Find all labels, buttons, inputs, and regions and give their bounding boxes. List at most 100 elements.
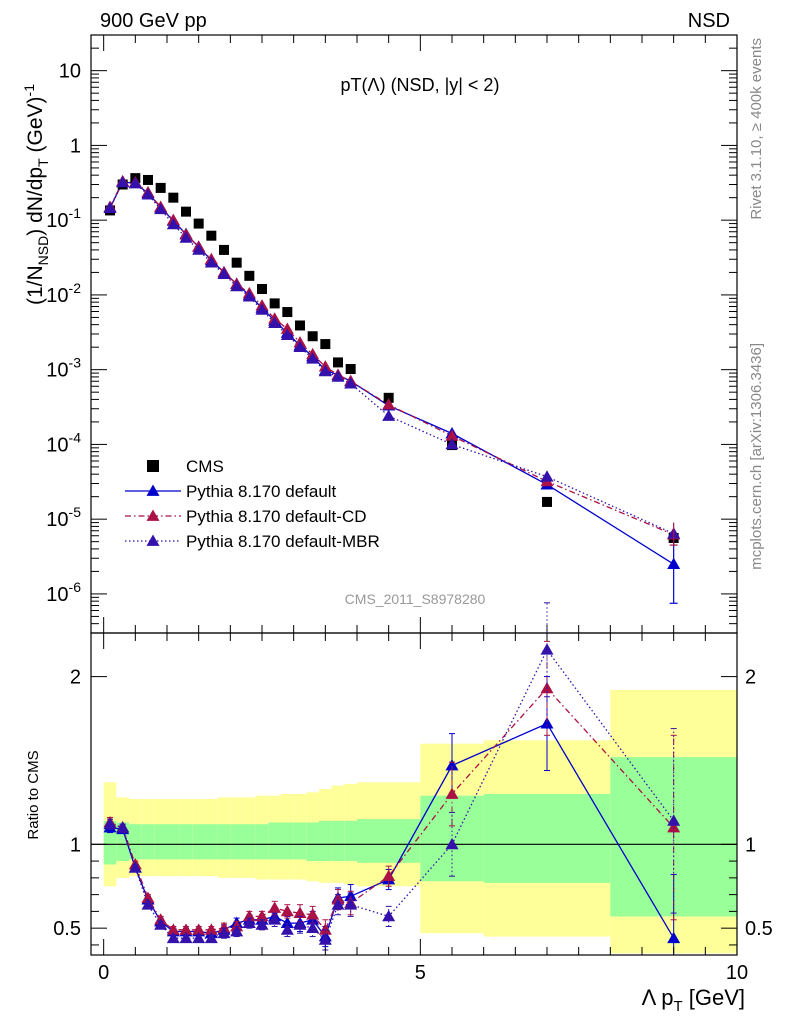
band-green [255,824,269,860]
band-green [268,822,281,860]
cms-point [542,496,552,507]
cms-point [345,364,356,375]
x-tick-label: 0 [98,962,109,984]
cms-point [219,244,229,255]
series-3-point [331,370,345,382]
ratio-point-1 [318,923,332,935]
series-3-point [204,256,218,268]
y-tick-label: 10 [59,61,81,83]
ratio-panel-frame: 0 5 10 0.5 0.5 1 1 2 2 [53,632,773,984]
cms-point [143,174,153,185]
cms-point [206,230,217,241]
legend-entry-1: Pythia 8.170 default [186,482,337,501]
series-3-point [116,175,130,188]
cms-point [193,218,204,229]
ratio-point-2 [103,817,117,830]
cms-point [155,182,166,193]
ratio-frame-box [90,632,738,956]
cms-point [257,283,267,294]
band-green [319,820,332,862]
series-line-2 [109,180,674,536]
series-3-point [192,243,206,255]
cms-point [307,331,318,342]
series-3-point [103,201,117,213]
ratio-y-tick-label-left: 2 [70,667,81,689]
ratio-point-2 [280,923,294,935]
y-tick-label: 10-2 [46,280,81,307]
band-green [192,824,205,860]
ratio-point-1 [179,923,193,935]
legend-entry-3: Pythia 8.170 default-MBR [186,532,380,551]
series-2-point [445,429,459,441]
band-green [205,824,218,860]
band-green [167,824,180,860]
y-tick-label: 10-6 [46,579,81,606]
series-2-point [382,398,396,410]
ratio-point-1 [268,901,282,913]
series-3-point [154,202,168,215]
series-3-point [230,279,244,292]
band-green [483,794,611,883]
series-3-point [293,340,307,353]
series-3-point [268,316,282,328]
series-3-point [179,231,193,243]
series-3-point [540,470,554,482]
cms-point [282,307,293,318]
ratio-y-tick-label-right: 2 [745,667,756,689]
ratio-point-2 [217,926,231,939]
ratio-point-1 [141,891,155,903]
ratio-point-1 [192,923,206,935]
ratio-point-2 [344,898,358,910]
series-2-point [280,322,294,334]
series-3-point [141,188,155,200]
legend-entry-2: Pythia 8.170 default-CD [186,507,367,526]
legend-marker-triangle [146,509,160,521]
ratio-point-2 [179,931,193,944]
main-panel-frame: 10-6 10-5 10-4 10-3 10-2 10-1 1 10 [46,34,738,634]
ratio-point-1 [242,909,256,922]
band-green [243,824,256,860]
cms-point [295,320,305,331]
ratio-point-1 [204,923,218,935]
y-tick-label: 1 [70,135,81,157]
watermark: CMS_2011_S8978280 [345,591,486,607]
ratio-panel-bands [91,690,737,954]
main-y-axis-label: (1/NNSD) dN/dpT (GeV)-1 [21,84,51,305]
ratio-point-2 [331,898,345,910]
band-green [281,822,294,860]
band-green [141,824,155,860]
ratio-point-0 [540,717,554,729]
ratio-point-1 [667,821,681,833]
ratio-point-1 [382,869,396,882]
y-tick-label: 10-4 [46,429,81,456]
ratio-point-2 [255,918,269,930]
ratio-point-1 [166,923,180,935]
ratio-point-2 [154,918,168,930]
side-label-rivet: Rivet 3.1.10, ≥ 400k events [748,38,765,220]
x-axis-label: Λ pT [GeV] [642,985,745,1015]
ratio-point-2 [128,861,142,873]
ratio-point-2 [293,918,307,930]
cms-point [181,206,191,217]
cms-point [383,392,394,403]
ratio-y-tick-label-left: 1 [70,834,81,856]
ratio-point-2 [268,913,282,925]
y-tick-label: 10-1 [46,205,81,232]
x-tick-label: 10 [726,962,748,984]
series-3-point [318,364,332,377]
y-tick-label: 10-3 [46,355,81,382]
series-3-point [344,377,358,389]
header-left-label: 900 GeV pp [100,10,207,32]
cms-point [231,257,242,268]
series-3-point [306,352,320,364]
ratio-point-1 [255,909,269,922]
band-green [129,824,142,860]
y-tick-label: 10-5 [46,504,81,531]
ratio-point-2 [242,916,256,929]
legend-entry-0: CMS [186,457,224,476]
ratio-y-tick-label-right: 1 [745,834,756,856]
legend-marker-square [147,460,159,472]
ratio-point-2 [667,814,681,826]
ratio-point-2 [192,931,206,944]
